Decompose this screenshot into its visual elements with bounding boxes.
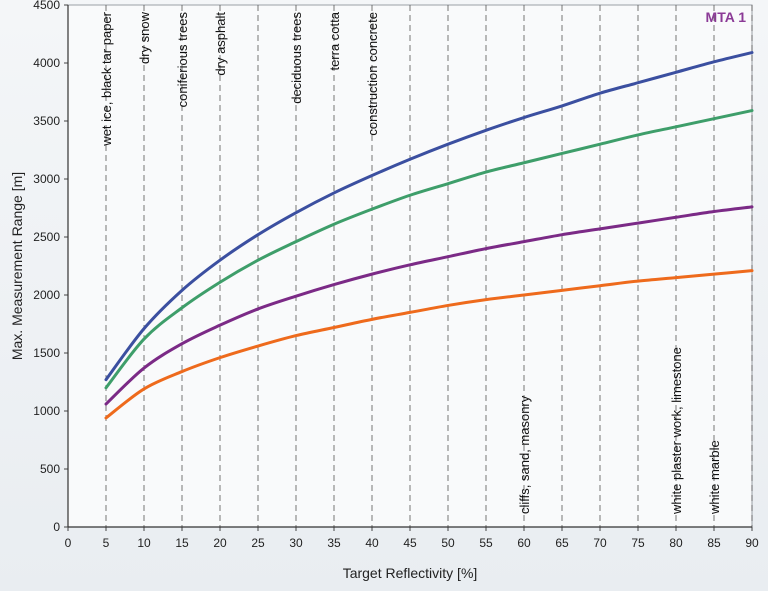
reflectivity-annotation: dry snow [137,11,152,64]
y-tick-label: 1500 [33,346,60,360]
reflectivity-annotation: deciduous trees [289,12,304,104]
series-line-4 [104,269,754,420]
series-line-1 [104,51,754,382]
x-tick-label: 30 [289,536,303,550]
x-tick-label: 25 [251,536,265,550]
chart-badge: MTA 1 [706,9,747,25]
reflectivity-annotation: cliffs, sand, masonry [517,395,532,514]
annotations: wet ice, black tar paper dry snow coniferi… [99,11,722,515]
x-tick-label: 85 [707,536,721,550]
y-tick-label: 4500 [33,0,60,12]
x-tick-label: 70 [593,536,607,550]
reflectivity-annotation: white marble [707,440,722,515]
x-axis-title: Target Reflectivity [%] [343,565,478,581]
x-tick-label: 65 [555,536,569,550]
reflectivity-annotation: coniferious trees [175,12,190,108]
y-tick-label: 2000 [33,288,60,302]
x-tick-label: 15 [175,536,189,550]
x-tick-label: 20 [213,536,227,550]
reflectivity-annotation: terra cotta [327,11,342,70]
x-tick-label: 55 [479,536,493,550]
y-tick-label: 0 [53,520,60,534]
reflectivity-annotation: construction concrete [365,12,380,136]
y-tick-label: 500 [40,462,60,476]
x-tick-label: 75 [631,536,645,550]
x-tick-label: 35 [327,536,341,550]
series-line-2 [104,109,754,390]
x-tick-label: 5 [103,536,110,550]
reflectivity-annotation: dry asphalt [213,12,228,76]
axes: 0 500 1000 1500 2000 2500 3000 3500 4000 4500 0 5 10… [33,0,759,550]
x-tick-label: 10 [137,536,151,550]
y-tick-label: 2500 [33,230,60,244]
y-tick-label: 1000 [33,404,60,418]
x-tick-label: 80 [669,536,683,550]
y-axis-title: Max. Measurement Range [m] [9,172,25,360]
series [104,51,754,420]
y-tick-label: 4000 [33,56,60,70]
x-tick-label: 90 [745,536,759,550]
series-line-3 [104,205,754,406]
reflectivity-annotation: wet ice, black tar paper [99,11,114,146]
reflectivity-annotation: white plaster work, limestone [669,347,684,515]
x-tick-label: 45 [403,536,417,550]
x-tick-label: 40 [365,536,379,550]
x-tick-label: 50 [441,536,455,550]
y-tick-label: 3000 [33,172,60,186]
x-tick-label: 0 [65,536,72,550]
y-tick-label: 3500 [33,114,60,128]
x-tick-label: 60 [517,536,531,550]
